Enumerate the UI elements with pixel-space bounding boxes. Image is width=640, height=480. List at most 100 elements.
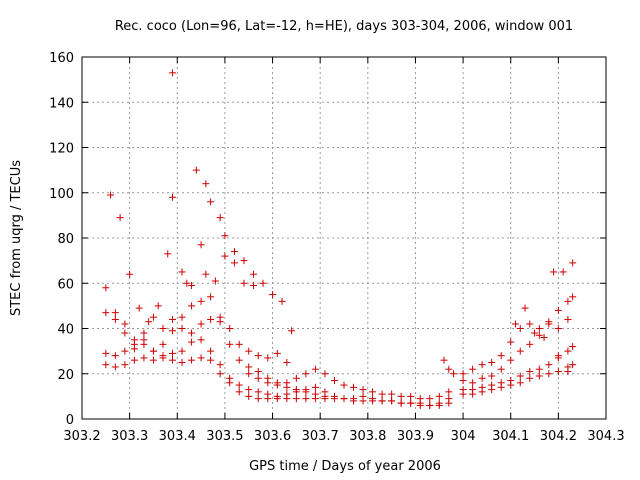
data-point <box>164 250 172 258</box>
data-point <box>435 392 443 400</box>
data-point <box>264 395 272 403</box>
data-point <box>273 395 281 403</box>
data-point <box>188 329 196 337</box>
data-point <box>197 241 205 249</box>
data-point <box>197 336 205 344</box>
data-point <box>292 395 300 403</box>
data-point <box>378 390 386 398</box>
data-point <box>516 325 524 332</box>
data-point <box>564 347 572 355</box>
data-point <box>102 361 110 369</box>
y-tick-label: 60 <box>57 277 74 292</box>
data-point <box>197 320 205 328</box>
data-point <box>511 320 519 328</box>
axis-ticks: 303.2 303.3 303.4 303.5 303.6 303.7 303.8 303.9… <box>49 51 624 444</box>
data-point <box>445 365 453 373</box>
data-point <box>554 367 562 375</box>
data-point <box>254 388 262 396</box>
data-point <box>350 397 358 405</box>
data-point <box>254 352 262 360</box>
data-point <box>359 397 367 405</box>
data-point <box>169 69 177 77</box>
data-point <box>140 329 148 337</box>
data-point <box>283 379 291 387</box>
data-point <box>535 325 543 332</box>
data-point <box>202 180 210 188</box>
data-point <box>283 395 291 403</box>
data-point <box>235 356 243 364</box>
data-point <box>121 329 129 337</box>
data-point <box>535 331 543 339</box>
data-point <box>178 325 186 332</box>
data-point <box>188 282 196 290</box>
data-point <box>526 367 534 375</box>
grid-lines <box>82 57 606 419</box>
data-point <box>440 356 448 364</box>
data-point <box>254 367 262 375</box>
data-point <box>264 354 272 362</box>
data-point <box>407 399 415 407</box>
data-point <box>507 338 515 346</box>
data-point <box>188 338 196 346</box>
x-tick-label: 303.6 <box>254 429 291 444</box>
data-point <box>135 304 143 312</box>
data-point <box>235 388 243 396</box>
data-point <box>478 361 486 369</box>
y-tick-label: 20 <box>57 368 74 383</box>
y-tick-label: 100 <box>49 187 74 202</box>
data-point <box>245 347 253 355</box>
data-point <box>102 284 110 292</box>
data-point <box>221 252 229 260</box>
data-point <box>435 401 443 409</box>
data-point <box>240 279 248 287</box>
data-point <box>459 390 467 398</box>
data-point <box>178 358 186 366</box>
x-axis-label: GPS time / Days of year 2006 <box>249 459 441 474</box>
data-point <box>169 327 177 335</box>
data-point <box>569 343 577 351</box>
data-point <box>516 347 524 355</box>
data-point <box>130 345 138 353</box>
data-point <box>330 377 338 385</box>
data-point <box>516 372 524 380</box>
data-point <box>564 367 572 375</box>
data-point <box>526 340 534 348</box>
data-point <box>569 361 577 369</box>
x-tick-label: 303.9 <box>397 429 434 444</box>
data-point <box>340 395 348 403</box>
data-point <box>554 325 562 332</box>
data-point <box>531 329 539 337</box>
x-tick-label: 304.1 <box>492 429 529 444</box>
data-point <box>545 318 553 326</box>
x-tick-label: 303.3 <box>111 429 148 444</box>
data-point <box>302 370 310 378</box>
data-point <box>140 340 148 348</box>
data-point <box>197 297 205 305</box>
data-point <box>178 268 186 276</box>
data-point <box>226 325 234 332</box>
data-point <box>407 392 415 400</box>
data-point <box>169 315 177 323</box>
data-point <box>249 282 257 290</box>
data-point <box>397 392 405 400</box>
y-axis-label: STEC from uqrg / TECUs <box>9 160 24 316</box>
data-point <box>469 365 477 373</box>
data-point <box>535 372 543 380</box>
data-point <box>235 340 243 348</box>
data-point <box>388 397 396 405</box>
data-point <box>273 349 281 357</box>
x-tick-label: 303.5 <box>206 429 243 444</box>
data-point <box>554 306 562 314</box>
data-point <box>207 198 215 206</box>
data-point <box>350 383 358 391</box>
data-point <box>388 390 396 398</box>
data-point <box>278 297 286 305</box>
data-point <box>207 347 215 355</box>
x-tick-label: 303.2 <box>63 429 100 444</box>
data-point <box>159 325 167 332</box>
data-point <box>216 370 224 378</box>
data-point <box>207 356 215 364</box>
data-point <box>159 340 167 348</box>
data-point <box>273 381 281 389</box>
